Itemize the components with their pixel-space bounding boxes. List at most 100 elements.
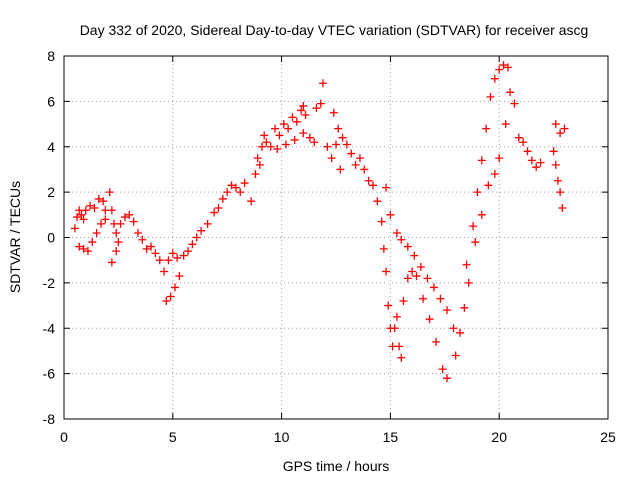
data-point — [129, 217, 138, 226]
x-axis-label: GPS time / hours — [283, 458, 390, 474]
data-point — [399, 297, 408, 306]
data-point — [275, 131, 284, 140]
x-axis-ticks: 0 5 10 15 20 25 — [60, 56, 616, 445]
data-point — [299, 101, 308, 110]
data-point — [460, 303, 469, 312]
data-point — [90, 204, 99, 213]
data-point — [88, 238, 97, 247]
data-point — [490, 169, 499, 178]
data-point — [262, 138, 271, 147]
data-point — [160, 267, 169, 276]
data-point — [236, 188, 245, 197]
data-point — [83, 247, 92, 256]
data-point — [377, 217, 386, 226]
data-point — [73, 213, 82, 222]
data-point — [288, 113, 297, 122]
data-point — [170, 283, 179, 292]
data-point — [112, 228, 121, 237]
x-tick-label: 15 — [383, 429, 399, 445]
data-point — [223, 188, 232, 197]
data-point — [312, 104, 321, 113]
data-point — [203, 219, 212, 228]
data-point — [142, 244, 151, 253]
y-tick-label: 8 — [47, 48, 55, 64]
data-point — [318, 79, 327, 88]
data-point — [495, 65, 504, 74]
data-point — [210, 208, 219, 217]
data-point — [329, 108, 338, 117]
data-point — [410, 251, 419, 260]
data-point — [166, 292, 175, 301]
data-point — [227, 181, 236, 190]
data-point — [477, 156, 486, 165]
y-axis-label: SDTVAR / TECUs — [7, 181, 23, 293]
data-point — [77, 210, 86, 219]
data-point — [305, 133, 314, 142]
data-point — [403, 242, 412, 251]
data-point — [473, 188, 482, 197]
data-point — [392, 228, 401, 237]
data-point — [147, 242, 156, 251]
data-point — [429, 283, 438, 292]
data-point — [138, 235, 147, 244]
y-tick-label: 0 — [47, 230, 55, 246]
data-point — [120, 213, 129, 222]
data-point — [438, 365, 447, 374]
y-tick-label: -2 — [43, 275, 56, 291]
data-point — [112, 247, 121, 256]
data-point — [364, 176, 373, 185]
grid — [64, 56, 608, 419]
data-point — [197, 226, 206, 235]
data-point — [99, 197, 108, 206]
data-point — [125, 210, 134, 219]
data-point — [323, 142, 332, 151]
y-tick-label: -8 — [43, 411, 56, 427]
data-point — [253, 154, 262, 163]
data-point — [495, 154, 504, 163]
data-point — [247, 197, 256, 206]
data-point — [551, 120, 560, 129]
data-point — [397, 235, 406, 244]
data-point — [462, 260, 471, 269]
data-point — [368, 181, 377, 190]
data-point — [477, 210, 486, 219]
data-point — [403, 274, 412, 283]
data-point — [484, 181, 493, 190]
data-point — [432, 337, 441, 346]
data-point — [384, 301, 393, 310]
data-point — [70, 224, 79, 233]
data-point — [355, 154, 364, 163]
y-tick-label: 2 — [47, 184, 55, 200]
data-point — [551, 160, 560, 169]
data-point — [94, 194, 103, 203]
data-point — [75, 242, 84, 251]
data-point — [334, 124, 343, 133]
data-point — [192, 233, 201, 242]
data-point — [501, 120, 510, 129]
y-tick-label: 4 — [47, 139, 55, 155]
data-point — [519, 138, 528, 147]
data-point — [271, 124, 280, 133]
data-point — [464, 278, 473, 287]
data-point — [175, 272, 184, 281]
y-tick-label: -4 — [43, 320, 56, 336]
data-point — [81, 206, 90, 215]
data-point — [116, 219, 125, 228]
data-point — [347, 149, 356, 158]
data-point — [214, 204, 223, 213]
data-point — [260, 131, 269, 140]
data-point — [162, 297, 171, 306]
data-point — [523, 147, 532, 156]
data-point — [86, 201, 95, 210]
data-point — [379, 244, 388, 253]
data-point — [351, 160, 360, 169]
data-point — [297, 106, 306, 115]
data-point — [390, 324, 399, 333]
data-point — [536, 158, 545, 167]
chart-title: Day 332 of 2020, Sidereal Day-to-day VTE… — [80, 22, 589, 38]
data-point — [382, 183, 391, 192]
data-point — [173, 253, 182, 262]
data-point — [251, 169, 260, 178]
data-point — [560, 124, 569, 133]
